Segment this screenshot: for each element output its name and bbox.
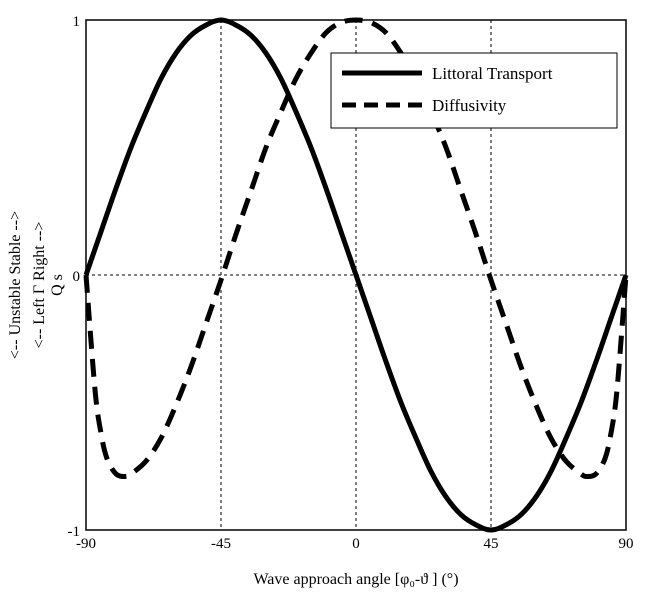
- x-tick-label: -45: [211, 536, 231, 552]
- x-tick-label: 0: [352, 536, 360, 552]
- y-axis-label: <-- Unstable Stable --> <-- Left Γ Right…: [7, 211, 66, 359]
- y-tick-label: -1: [68, 524, 81, 540]
- legend-label-littoral-transport: Littoral Transport: [432, 64, 553, 83]
- legend: Littoral Transport Diffusivity: [330, 52, 618, 129]
- x-axis-label: Wave approach angle [φ₀-ϑ ] (°): [253, 571, 458, 588]
- legend-box: [330, 52, 618, 129]
- tick-labels: -90 -45 0 45 90 -1 0 1: [68, 14, 634, 552]
- y-tick-label: 0: [73, 269, 81, 285]
- plot-frame: [85, 19, 627, 531]
- series-line-littoral-transport: [83, 17, 629, 533]
- y-axis-label-line-1: <-- Unstable Stable -->: [7, 211, 24, 359]
- y-axis-label-line-2: <-- Left Γ Right -->: [31, 222, 48, 349]
- legend-label-diffusivity: Diffusivity: [432, 96, 507, 115]
- y-tick-label: 1: [73, 14, 81, 30]
- x-tick-label: 45: [484, 536, 499, 552]
- y-axis-label-line-3: Q s: [49, 274, 66, 296]
- x-tick-label: -90: [76, 536, 96, 552]
- x-tick-label: 90: [619, 536, 634, 552]
